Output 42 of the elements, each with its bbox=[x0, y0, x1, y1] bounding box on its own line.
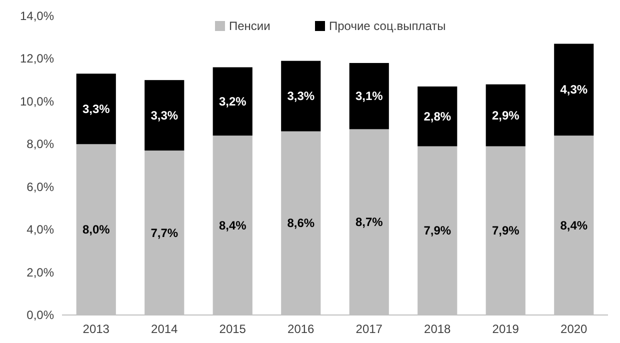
data-label: 2,9% bbox=[492, 108, 520, 122]
legend-label: Прочие соц.выплаты bbox=[329, 19, 446, 33]
data-label: 2,8% bbox=[424, 109, 452, 124]
y-tick-label: 8,0% bbox=[26, 137, 54, 152]
legend-label: Пенсии bbox=[229, 19, 270, 33]
y-tick-label: 12,0% bbox=[20, 52, 54, 66]
data-label: 3,1% bbox=[355, 89, 384, 104]
y-tick-label: 4,0% bbox=[26, 222, 54, 237]
bar bbox=[144, 80, 184, 151]
x-tick-label: 2019 bbox=[492, 322, 520, 336]
data-label: 7,7% bbox=[150, 226, 178, 240]
x-tick-label: 2017 bbox=[356, 322, 383, 336]
x-tick-label: 2015 bbox=[219, 322, 246, 336]
bar bbox=[418, 86, 458, 146]
x-tick-label: 2013 bbox=[82, 322, 110, 336]
data-label: 3,3% bbox=[287, 89, 315, 104]
data-label: 7,9% bbox=[492, 224, 520, 238]
data-label: 7,9% bbox=[424, 224, 452, 238]
data-label: 4,3% bbox=[560, 82, 588, 97]
data-label: 8,6% bbox=[287, 216, 315, 230]
data-label: 8,4% bbox=[218, 218, 247, 232]
bar bbox=[486, 84, 526, 146]
data-label: 8,0% bbox=[82, 222, 110, 237]
bar bbox=[212, 67, 252, 136]
data-label: 3,2% bbox=[218, 94, 247, 108]
x-tick-label: 2020 bbox=[560, 322, 588, 336]
data-label: 8,4% bbox=[560, 218, 588, 232]
x-tick-label: 2016 bbox=[288, 322, 315, 336]
x-tick-label: 2014 bbox=[151, 322, 178, 336]
x-tick-label: 2018 bbox=[424, 322, 452, 336]
y-tick-label: 6,0% bbox=[26, 180, 54, 194]
data-label: 8,7% bbox=[355, 215, 384, 230]
bar bbox=[281, 60, 321, 132]
data-label: 3,3% bbox=[82, 102, 110, 116]
bar bbox=[554, 44, 594, 136]
bar bbox=[349, 62, 389, 130]
y-tick-label: 0,0% bbox=[26, 308, 54, 322]
bar bbox=[76, 74, 116, 144]
y-tick-label: 14,0% bbox=[20, 9, 54, 23]
data-label: 3,3% bbox=[150, 108, 178, 122]
y-tick-label: 10,0% bbox=[20, 94, 54, 108]
y-tick-label: 2,0% bbox=[26, 265, 54, 280]
